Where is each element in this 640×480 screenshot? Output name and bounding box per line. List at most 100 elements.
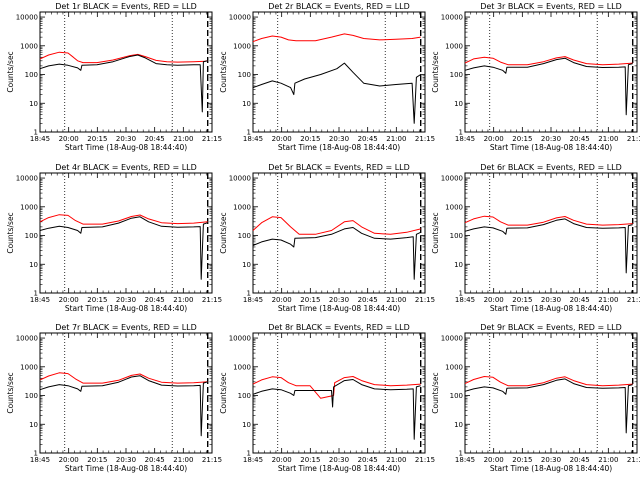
panel-title: Det 3r BLACK = Events, RED = LLD [480, 2, 622, 11]
y-tick-label: 100 [238, 71, 251, 79]
y-tick-label: 10 [242, 421, 251, 429]
x-tick-label: 21:00 [386, 135, 406, 143]
plot-frame [252, 11, 426, 133]
y-tick-label: 100 [238, 392, 251, 400]
x-tick-label: 21:15 [415, 296, 435, 304]
panel-title: Det 4r BLACK = Events, RED = LLD [55, 163, 197, 172]
y-axis-label: Counts/sec [219, 212, 228, 253]
x-tick-label: 21:00 [386, 296, 406, 304]
x-tick-label: 18:45 [243, 296, 263, 304]
panel-det-8: Det 8r BLACK = Events, RED = LLD 1 10 100 10… [219, 323, 435, 473]
y-tick-label: 1 [459, 290, 463, 298]
y-tick-label: 10 [29, 100, 38, 108]
y-tick-label: 100 [25, 392, 38, 400]
x-tick-label: 20:30 [329, 456, 349, 464]
x-tick-label: 20:45 [570, 296, 590, 304]
y-tick-label: 1000 [233, 203, 251, 211]
panel-det-6: Det 6r BLACK = Events, RED = LLD 1 10 100 10… [431, 163, 640, 313]
x-tick-label: 21:00 [173, 296, 193, 304]
series-lld-line [464, 215, 633, 226]
x-tick-label: 20:15 [87, 135, 107, 143]
y-tick-label: 100 [450, 71, 463, 79]
y-tick-label: 10 [454, 261, 463, 269]
x-tick-label: 21:15 [202, 456, 222, 464]
panel-title: Det 9r BLACK = Events, RED = LLD [480, 323, 622, 332]
x-axis-label: Start Time (18-Aug-08 18:44:40) [490, 304, 612, 313]
plot-frame [464, 11, 638, 133]
y-tick-label: 10 [29, 261, 38, 269]
series-events-line [464, 57, 633, 116]
y-tick-label: 100 [238, 232, 251, 240]
x-tick-label: 20:30 [541, 456, 561, 464]
series-events-line [39, 375, 208, 437]
x-tick-label: 21:00 [173, 456, 193, 464]
x-tick-label: 20:00 [484, 456, 504, 464]
x-tick-label: 21:00 [598, 135, 618, 143]
x-tick-label: 20:15 [300, 135, 320, 143]
panel-title: Det 8r BLACK = Events, RED = LLD [268, 323, 410, 332]
y-tick-label: 10000 [441, 175, 463, 183]
x-tick-label: 20:45 [358, 135, 378, 143]
x-tick-label: 18:45 [30, 296, 50, 304]
x-tick-label: 18:45 [455, 296, 475, 304]
panel-title: Det 2r BLACK = Events, RED = LLD [268, 2, 410, 11]
panel-title: Det 5r BLACK = Events, RED = LLD [268, 163, 410, 172]
x-tick-label: 20:00 [59, 456, 79, 464]
panel-det-4: Det 4r BLACK = Events, RED = LLD 1 10 100 10… [6, 163, 222, 313]
x-tick-label: 21:15 [202, 296, 222, 304]
panel-det-2: Det 2r BLACK = Events, RED = LLD 1 10 100 10… [219, 2, 435, 152]
series-lld-line [252, 33, 421, 43]
series-lld-line [464, 56, 633, 66]
x-tick-label: 20:15 [87, 456, 107, 464]
x-axis-label: Start Time (18-Aug-08 18:44:40) [490, 143, 612, 152]
x-tick-label: 20:30 [329, 135, 349, 143]
y-tick-label: 1 [459, 450, 463, 458]
y-tick-label: 1000 [445, 363, 463, 371]
series-lld-line [252, 216, 421, 235]
panel-det-5: Det 5r BLACK = Events, RED = LLD 1 10 100 10… [219, 163, 435, 313]
y-tick-label: 1000 [445, 203, 463, 211]
series-events-line [464, 378, 633, 434]
x-tick-label: 20:15 [512, 135, 532, 143]
y-axis-label: Counts/sec [6, 372, 15, 413]
x-axis-label: Start Time (18-Aug-08 18:44:40) [65, 304, 187, 313]
x-tick-label: 21:00 [173, 135, 193, 143]
x-tick-label: 21:00 [386, 456, 406, 464]
y-tick-label: 100 [25, 71, 38, 79]
y-tick-label: 1000 [20, 363, 38, 371]
x-tick-label: 18:45 [455, 135, 475, 143]
y-tick-label: 10 [242, 100, 251, 108]
plot-frame [464, 332, 638, 454]
y-tick-label: 1 [247, 450, 251, 458]
x-axis-label: Start Time (18-Aug-08 18:44:40) [278, 304, 400, 313]
x-tick-label: 20:15 [87, 296, 107, 304]
x-tick-label: 20:15 [300, 456, 320, 464]
panel-det-1: Det 1r BLACK = Events, RED = LLD 1 10 100 10… [6, 2, 222, 152]
y-tick-label: 10 [29, 421, 38, 429]
x-tick-label: 20:45 [145, 135, 165, 143]
x-tick-label: 20:30 [541, 135, 561, 143]
series-lld-line [39, 214, 208, 225]
y-tick-label: 10000 [229, 14, 251, 22]
x-tick-label: 20:15 [512, 456, 532, 464]
panel-det-7: Det 7r BLACK = Events, RED = LLD 1 10 100 10… [6, 323, 222, 473]
series-lld-line [39, 372, 208, 384]
x-axis-label: Start Time (18-Aug-08 18:44:40) [490, 464, 612, 473]
y-tick-label: 1 [34, 450, 38, 458]
x-tick-label: 21:00 [598, 456, 618, 464]
series-events-line [39, 54, 208, 113]
y-tick-label: 10000 [229, 335, 251, 343]
x-tick-label: 20:30 [541, 296, 561, 304]
x-tick-label: 20:00 [272, 456, 292, 464]
y-tick-label: 10000 [16, 335, 38, 343]
x-tick-label: 20:15 [512, 296, 532, 304]
x-tick-label: 20:30 [116, 135, 136, 143]
y-tick-label: 100 [450, 392, 463, 400]
y-axis-label: Counts/sec [431, 51, 440, 92]
series-lld-line [252, 376, 421, 399]
x-tick-label: 20:00 [59, 135, 79, 143]
x-tick-label: 18:45 [455, 456, 475, 464]
x-tick-label: 21:00 [598, 296, 618, 304]
y-axis-label: Counts/sec [6, 51, 15, 92]
